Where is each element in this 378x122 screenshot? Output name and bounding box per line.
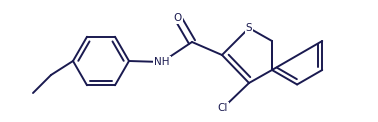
Text: O: O	[174, 13, 182, 23]
Text: Cl: Cl	[218, 103, 228, 113]
Text: NH: NH	[154, 57, 170, 67]
Text: S: S	[246, 23, 252, 33]
